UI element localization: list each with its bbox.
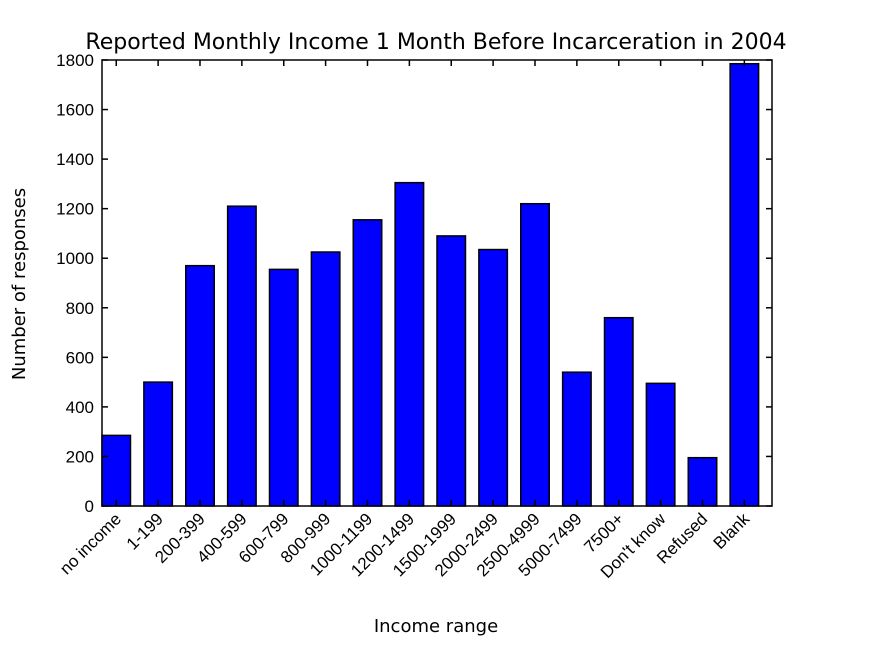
bar-0	[101, 434, 132, 507]
bars-group	[101, 62, 760, 507]
y-tick-label-1: 200	[66, 447, 94, 466]
bar-5	[310, 251, 341, 507]
y-axis-label: Number of responses	[9, 188, 30, 380]
bar-8	[436, 235, 467, 507]
y-axis-ticks: 0 200 400 600 800 1000 1200 1400 1600 1800	[56, 51, 772, 516]
y-tick-label-8: 1600	[56, 101, 94, 120]
bar-9	[478, 248, 509, 507]
y-tick-label-0: 0	[85, 497, 94, 516]
y-tick-label-5: 1000	[56, 249, 94, 268]
y-tick-label-7: 1400	[56, 150, 94, 169]
plot-frame	[101, 59, 773, 507]
y-tick-label-2: 400	[66, 398, 94, 417]
bar-13	[645, 382, 676, 507]
bar-4	[268, 268, 299, 507]
bar-14	[687, 456, 718, 507]
bar-7	[394, 181, 425, 507]
y-tick-label-4: 800	[66, 299, 94, 318]
bar-11	[561, 371, 592, 507]
bar-2	[185, 264, 215, 507]
y-tick-label-9: 1800	[56, 51, 94, 70]
x-tick-label-0: no income	[56, 509, 125, 578]
y-tick-label-3: 600	[66, 348, 94, 367]
bar-6	[352, 219, 383, 507]
bar-3	[226, 205, 257, 507]
x-tick-label-15: Blank	[710, 509, 754, 553]
y-tick-label-6: 1200	[56, 200, 94, 219]
bar-1	[143, 381, 174, 507]
bar-10	[520, 202, 550, 507]
bar-12	[603, 316, 634, 507]
bar-15	[729, 62, 760, 507]
x-axis-label: Income range	[374, 616, 498, 637]
chart-title: Reported Monthly Income 1 Month Before I…	[85, 30, 786, 55]
